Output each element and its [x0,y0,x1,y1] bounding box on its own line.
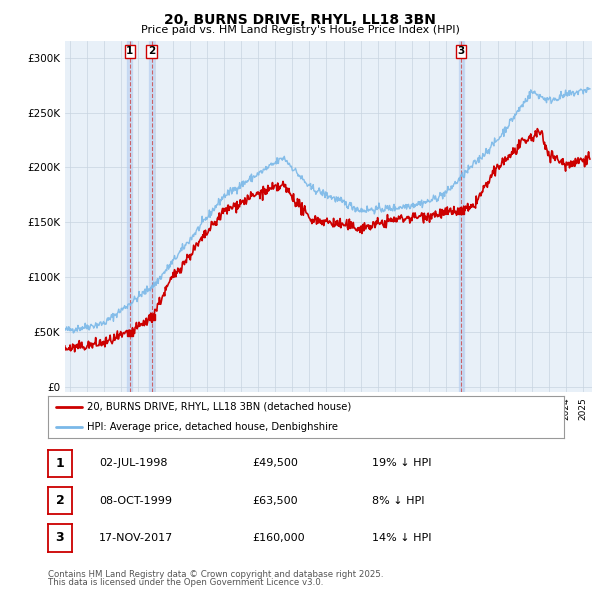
Text: 1: 1 [56,457,64,470]
Text: 14% ↓ HPI: 14% ↓ HPI [372,533,431,543]
Text: 2: 2 [148,47,155,57]
Text: 3: 3 [458,47,465,57]
Text: 19% ↓ HPI: 19% ↓ HPI [372,458,431,468]
Bar [149,41,154,392]
Text: 8% ↓ HPI: 8% ↓ HPI [372,496,425,506]
Text: £63,500: £63,500 [252,496,298,506]
Text: Contains HM Land Registry data © Crown copyright and database right 2025.: Contains HM Land Registry data © Crown c… [48,570,383,579]
Text: Price paid vs. HM Land Registry's House Price Index (HPI): Price paid vs. HM Land Registry's House … [140,25,460,35]
Text: This data is licensed under the Open Government Licence v3.0.: This data is licensed under the Open Gov… [48,578,323,587]
Text: 08-OCT-1999: 08-OCT-1999 [99,496,172,506]
Text: 20, BURNS DRIVE, RHYL, LL18 3BN (detached house): 20, BURNS DRIVE, RHYL, LL18 3BN (detache… [86,402,351,412]
Text: HPI: Average price, detached house, Denbighshire: HPI: Average price, detached house, Denb… [86,422,338,432]
Text: 1: 1 [126,47,133,57]
Bar [459,41,464,392]
Text: 02-JUL-1998: 02-JUL-1998 [99,458,167,468]
Text: 20, BURNS DRIVE, RHYL, LL18 3BN: 20, BURNS DRIVE, RHYL, LL18 3BN [164,13,436,27]
Text: £160,000: £160,000 [252,533,305,543]
Text: 2: 2 [56,494,64,507]
Text: £49,500: £49,500 [252,458,298,468]
Text: 17-NOV-2017: 17-NOV-2017 [99,533,173,543]
Text: 3: 3 [56,531,64,545]
Bar [127,41,133,392]
